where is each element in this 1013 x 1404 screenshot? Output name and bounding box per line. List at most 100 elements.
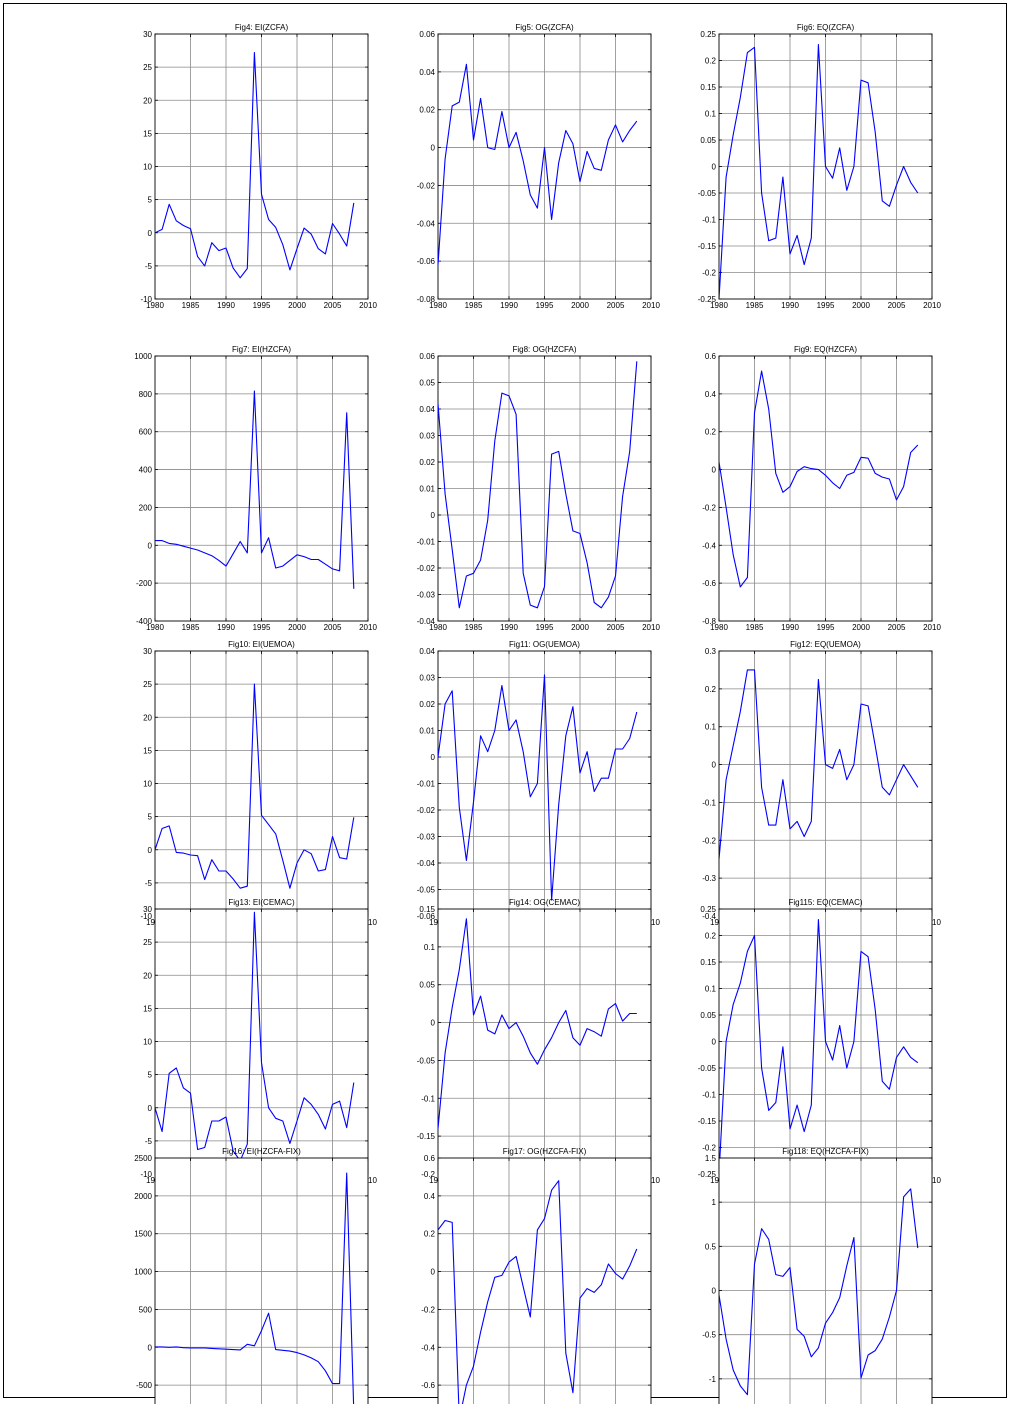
y-tick-label: 0.25 [700, 30, 716, 39]
x-tick-label: 2005 [888, 301, 906, 310]
y-tick-label: 0 [431, 511, 436, 520]
y-tick-label: 30 [143, 905, 152, 914]
y-tick-label: 15 [143, 1004, 152, 1013]
y-tick-label: -0.4 [421, 1343, 435, 1352]
y-tick-label: -0.05 [698, 1064, 717, 1073]
series-line [155, 390, 355, 589]
y-tick-label: -0.08 [417, 295, 436, 304]
y-tick-label: 0.02 [419, 700, 435, 709]
y-tick-label: 15 [143, 129, 152, 138]
y-tick-label: 0.06 [419, 352, 435, 361]
series-line [438, 361, 638, 609]
y-tick-label: 0.15 [419, 905, 435, 914]
x-tick-label: 2000 [571, 623, 589, 632]
y-tick-label: 0.01 [419, 727, 435, 736]
y-tick-label: 0.5 [705, 1242, 717, 1251]
y-tick-label: 0.02 [419, 458, 435, 467]
x-tick-label: 2010 [642, 301, 660, 310]
y-tick-label: -0.2 [702, 503, 716, 512]
y-tick-label: 0.05 [700, 136, 716, 145]
y-tick-label: -0.1 [702, 216, 716, 225]
axes-box [718, 1157, 933, 1404]
series-line [719, 919, 919, 1174]
x-tick-label: 2010 [359, 623, 377, 632]
chart-title: Fig14: OG(CEMAC) [509, 898, 580, 907]
x-tick-label: 1995 [817, 623, 835, 632]
x-tick-label: 2000 [852, 301, 870, 310]
chart-panel-9: 1980198519901995200020052010-0.4-0.3-0.2… [702, 640, 941, 927]
y-tick-label: 800 [139, 390, 153, 399]
y-tick-label: -0.5 [702, 1331, 716, 1340]
x-tick-label: 2000 [852, 623, 870, 632]
series-line [438, 1180, 638, 1404]
chart-title: Fig118: EQ(HZCFA-FIX) [782, 1147, 869, 1156]
y-tick-label: 0.02 [419, 106, 435, 115]
y-tick-label: -10 [140, 912, 152, 921]
y-tick-label: 10 [143, 163, 152, 172]
y-tick-label: 1000 [134, 1268, 152, 1277]
x-tick-label: 1980 [429, 301, 447, 310]
x-tick-label: 2000 [288, 623, 306, 632]
series-line [719, 1188, 919, 1396]
x-tick-label: 1990 [500, 623, 518, 632]
x-tick-label: 2005 [888, 623, 906, 632]
y-tick-label: 0.03 [419, 674, 435, 683]
x-tick-label: 2000 [288, 301, 306, 310]
y-tick-label: 0.06 [419, 30, 435, 39]
x-tick-label: 1995 [536, 301, 554, 310]
x-tick-label: 2010 [923, 623, 941, 632]
axes-box [437, 33, 652, 300]
x-tick-label: 1995 [253, 301, 271, 310]
y-tick-label: 0.2 [705, 428, 717, 437]
chart-title: Fig13: EI(CEMAC) [228, 898, 295, 907]
y-tick-label: 200 [139, 503, 153, 512]
series-line [155, 911, 355, 1162]
y-tick-label: -0.1 [702, 798, 716, 807]
y-tick-label: 0.4 [705, 390, 717, 399]
y-tick-label: 0 [148, 1343, 153, 1352]
x-tick-label: 1985 [182, 301, 200, 310]
chart-panel-13: 1980198519901995200020052010-1000-500050… [134, 1147, 369, 1404]
y-tick-label: -0.2 [702, 836, 716, 845]
y-tick-label: -0.6 [702, 579, 716, 588]
y-tick-label: 0.03 [419, 432, 435, 441]
series-line [155, 683, 355, 889]
chart-title: Fig5: OG(ZCFA) [515, 23, 574, 32]
axes-box [154, 33, 369, 300]
y-tick-label: 10 [143, 780, 152, 789]
y-tick-label: 0.6 [424, 1154, 436, 1163]
x-tick-label: 1980 [146, 301, 164, 310]
y-tick-label: -5 [145, 1137, 153, 1146]
y-tick-label: 0 [431, 753, 436, 762]
y-tick-label: 1 [712, 1198, 717, 1207]
y-tick-label: -0.05 [417, 886, 436, 895]
y-tick-label: -0.2 [421, 1305, 435, 1314]
y-tick-label: -0.4 [702, 912, 716, 921]
chart-title: Fig9: EQ(HZCFA) [794, 345, 857, 354]
y-tick-label: -0.02 [417, 564, 436, 573]
y-tick-label: 0.15 [700, 83, 716, 92]
y-tick-label: -0.05 [698, 189, 717, 198]
chart-panel-3: 1980 1985 1990 1995 2000 2005 2010 -0.25 -0.2 -0.… [698, 23, 942, 310]
y-tick-label: -0.15 [698, 242, 717, 251]
axes-box [154, 1157, 369, 1404]
y-tick-label: 600 [139, 428, 153, 437]
x-tick-label: 2010 [642, 623, 660, 632]
chart-title: Fig8: OG(HZCFA) [512, 345, 576, 354]
y-tick-label: -0.04 [417, 617, 436, 626]
chart-title: Fig4: EI(ZCFA) [235, 23, 289, 32]
y-tick-label: 0.1 [424, 943, 436, 952]
y-tick-label: 20 [143, 971, 152, 980]
y-tick-label: -0.06 [417, 257, 436, 266]
x-tick-label: 1990 [781, 301, 799, 310]
x-tick-label: 1980 [429, 623, 447, 632]
x-tick-label: 1990 [781, 623, 799, 632]
x-tick-label: 1990 [217, 301, 235, 310]
y-tick-label: 2500 [134, 1154, 152, 1163]
axes-box [437, 1157, 652, 1404]
chart-title: Fig16: EI(HZCFA-FIX) [222, 1147, 301, 1156]
y-tick-label: 30 [143, 30, 152, 39]
x-tick-label: 2005 [324, 301, 342, 310]
x-tick-label: 1985 [746, 623, 764, 632]
